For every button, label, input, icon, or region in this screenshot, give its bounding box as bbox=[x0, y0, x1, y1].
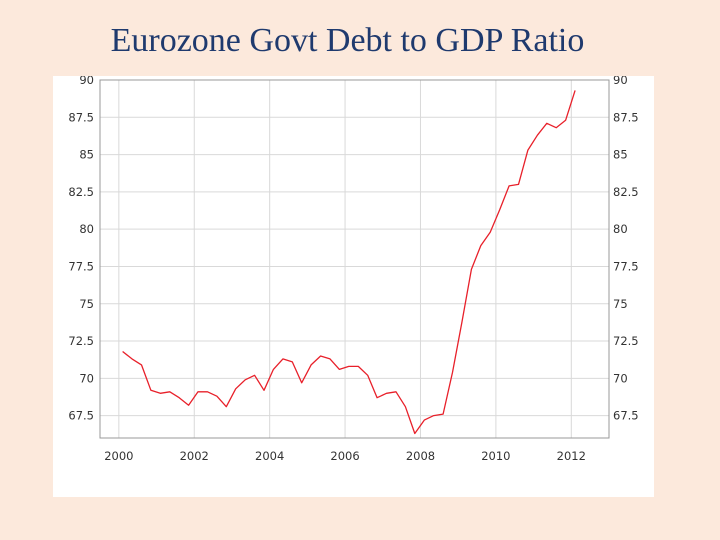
slide-title: Eurozone Govt Debt to GDP Ratio bbox=[110, 22, 585, 59]
y-tick-label-right: 77.5 bbox=[613, 259, 639, 273]
x-tick-label: 2008 bbox=[406, 449, 435, 463]
x-tick-label: 2010 bbox=[481, 449, 510, 463]
y-tick-label-left: 85 bbox=[79, 148, 94, 162]
y-tick-label-left: 67.5 bbox=[68, 409, 94, 423]
y-tick-label-right: 85 bbox=[613, 148, 628, 162]
y-tick-label-right: 90 bbox=[613, 76, 628, 87]
y-tick-label-left: 87.5 bbox=[68, 110, 94, 124]
plot-frame bbox=[99, 79, 610, 439]
y-tick-label-right: 70 bbox=[613, 371, 628, 385]
series-line-govt-debt-to-gdp bbox=[122, 90, 576, 435]
x-tick-label: 2000 bbox=[104, 449, 133, 463]
x-axis-labels: 2000 2002 2004 2006 2008 2010 2012 bbox=[104, 449, 586, 463]
y-tick-label-left: 82.5 bbox=[68, 185, 94, 199]
y-axis-right-labels: 67.5 70 72.5 75 77.5 80 82.5 85 87.5 90 bbox=[613, 76, 639, 423]
y-tick-label-right: 72.5 bbox=[613, 334, 639, 348]
x-tick-label: 2006 bbox=[330, 449, 359, 463]
y-axis-left-labels: 67.5 70 72.5 75 77.5 80 82.5 85 87.5 90 bbox=[68, 76, 94, 423]
y-tick-label-left: 80 bbox=[79, 222, 94, 236]
y-tick-label-left: 90 bbox=[79, 76, 94, 87]
y-tick-label-left: 70 bbox=[79, 371, 94, 385]
grid-lines bbox=[100, 79, 609, 438]
line-chart: 67.5 70 72.5 75 77.5 80 82.5 85 87.5 90 67.5 70 72.… bbox=[68, 76, 639, 463]
y-tick-label-right: 75 bbox=[613, 297, 628, 311]
y-tick-label-right: 87.5 bbox=[613, 110, 639, 124]
y-tick-label-right: 80 bbox=[613, 222, 628, 236]
x-tick-label: 2012 bbox=[557, 449, 586, 463]
y-tick-label-left: 77.5 bbox=[68, 259, 94, 273]
y-tick-label-right: 67.5 bbox=[613, 409, 639, 423]
y-tick-label-left: 75 bbox=[79, 297, 94, 311]
y-tick-label-right: 82.5 bbox=[613, 185, 639, 199]
x-tick-label: 2002 bbox=[180, 449, 209, 463]
x-tick-label: 2004 bbox=[255, 449, 284, 463]
y-tick-label-left: 72.5 bbox=[68, 334, 94, 348]
chart-panel: 67.5 70 72.5 75 77.5 80 82.5 85 87.5 90 67.5 70 72.… bbox=[53, 76, 654, 497]
